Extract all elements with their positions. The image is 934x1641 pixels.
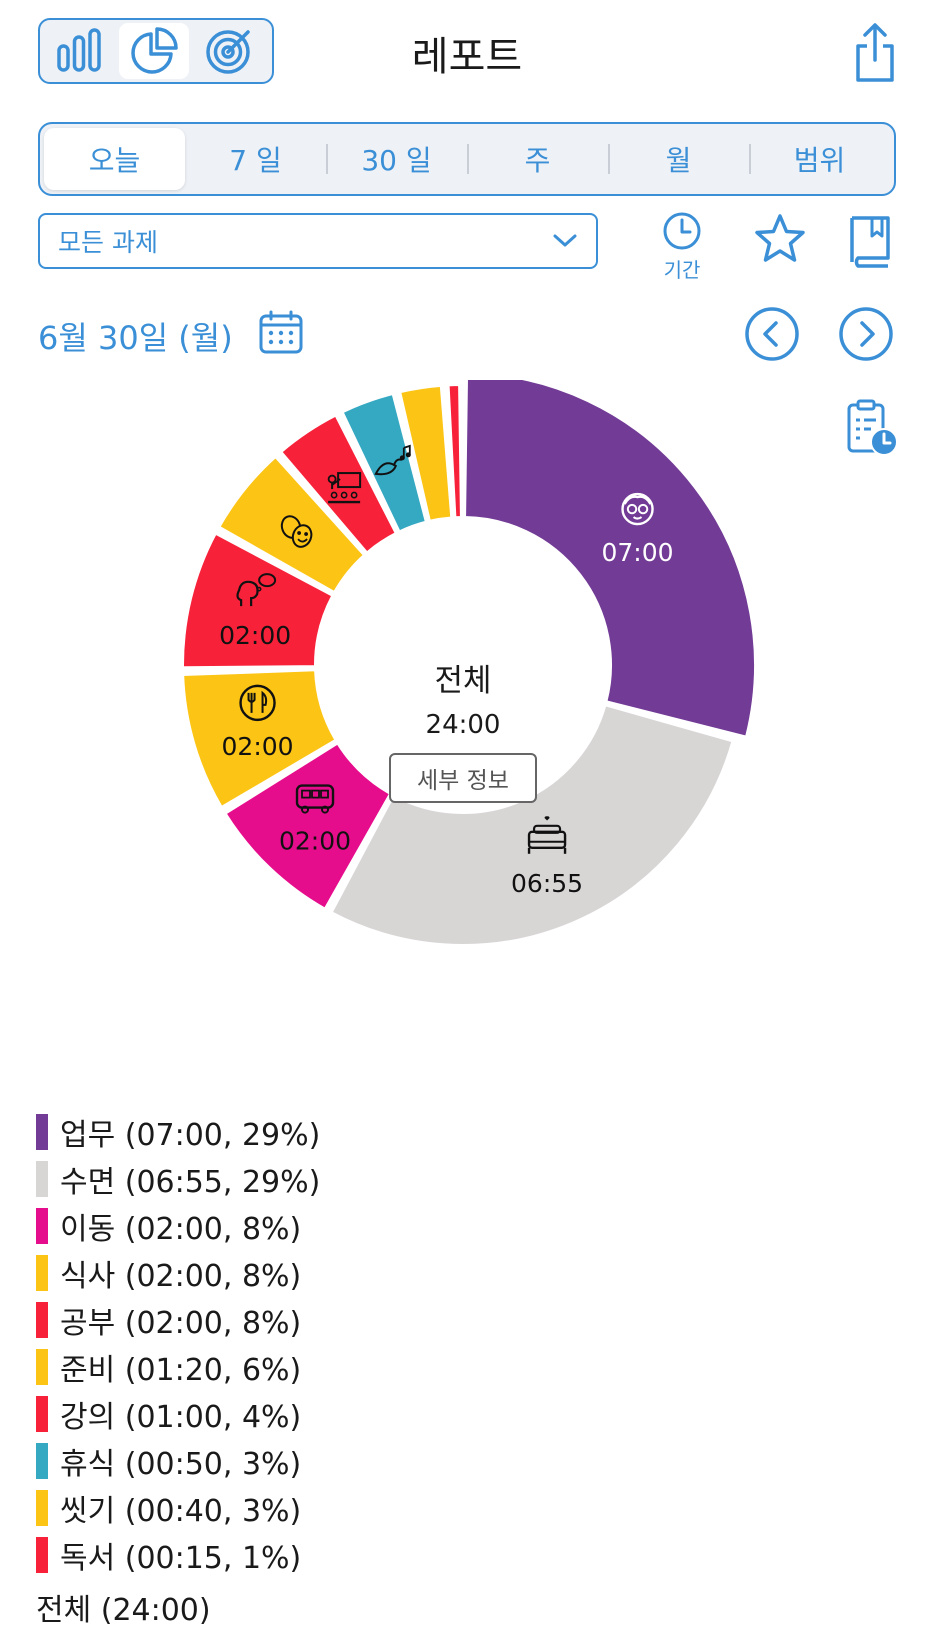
previous-day-button[interactable] — [744, 306, 800, 366]
bar-chart-icon — [57, 28, 102, 72]
legend-swatch — [36, 1536, 48, 1573]
legend-label: 강의 (01:00, 4%) — [60, 1399, 302, 1435]
donut-slice-label-0: 07:00 — [602, 538, 674, 567]
task-select-dropdown[interactable]: 모든 과제 — [38, 213, 598, 269]
donut-slice-5[interactable] — [218, 456, 365, 594]
period-30-days-tab[interactable]: 30 일 — [326, 128, 467, 190]
donut-slice-3[interactable] — [182, 669, 337, 808]
chart-legend: 업무 (07:00, 29%) 수면 (06:55, 29%) 이동 (02:00,… — [36, 1108, 320, 1578]
target-icon — [205, 30, 250, 74]
period-range-tab[interactable]: 범위 — [749, 128, 890, 190]
legend-label: 이동 (02:00, 8%) — [60, 1211, 302, 1247]
period-segmented-control: 오늘 7 일 30 일 주 월 범위 — [38, 122, 896, 196]
details-button[interactable]: 세부 정보 — [389, 753, 537, 803]
legend-item: 씻기 (00:40, 3%) — [36, 1484, 320, 1531]
time-report-button[interactable] — [845, 398, 901, 462]
legend-item: 강의 (01:00, 4%) — [36, 1390, 320, 1437]
donut-slice-1[interactable] — [330, 704, 734, 946]
legend-swatch — [36, 1301, 48, 1338]
legend-label: 독서 (00:15, 1%) — [60, 1540, 302, 1576]
donut-chart: 07:00 06:55 02:00 02:00 02:00 — [182, 380, 756, 946]
legend-swatch — [36, 1113, 48, 1150]
legend-swatch — [36, 1395, 48, 1432]
calendar-button[interactable] — [258, 310, 304, 360]
period-week-tab[interactable]: 주 — [467, 128, 608, 190]
legend-label: 업무 (07:00, 29%) — [60, 1117, 321, 1153]
period-today-tab[interactable]: 오늘 — [44, 128, 185, 190]
legend-item: 식사 (02:00, 8%) — [36, 1249, 320, 1296]
donut-slice-7[interactable] — [341, 392, 427, 533]
legend-item: 준비 (01:20, 6%) — [36, 1343, 320, 1390]
donut-slice-label-4: 02:00 — [219, 621, 291, 650]
legend-item: 수면 (06:55, 29%) — [36, 1155, 320, 1202]
legend-label: 수면 (06:55, 29%) — [60, 1164, 321, 1200]
page-title: 레포트 — [411, 34, 523, 80]
legend-swatch — [36, 1160, 48, 1197]
period-month-tab[interactable]: 월 — [608, 128, 749, 190]
donut-slice-8[interactable] — [399, 384, 453, 522]
favorite-button[interactable] — [752, 212, 808, 270]
book-icon — [850, 216, 890, 268]
next-day-button[interactable] — [838, 306, 894, 366]
legend-item: 독서 (00:15, 1%) — [36, 1531, 320, 1578]
legend-swatch — [36, 1348, 48, 1385]
period-button[interactable]: 기간 — [652, 210, 712, 283]
donut-slice-2[interactable] — [224, 742, 392, 910]
legend-label: 씻기 (00:40, 3%) — [60, 1493, 302, 1529]
legend-swatch — [36, 1489, 48, 1526]
period-7-days-tab[interactable]: 7 일 — [229, 144, 282, 177]
chevron-right-icon — [839, 307, 893, 361]
share-icon — [856, 23, 894, 82]
clipboard-clock-icon — [847, 399, 898, 456]
clock-icon — [663, 212, 701, 250]
share-button[interactable] — [850, 22, 900, 84]
task-select-value: 모든 과제 — [58, 228, 158, 257]
bar-chart-view-button[interactable] — [44, 23, 115, 79]
calendar-icon — [259, 310, 303, 354]
donut-slice-label-1: 06:55 — [511, 869, 583, 898]
bookmark-button[interactable] — [846, 212, 894, 274]
date-label[interactable]: 6월 30일 (월) — [38, 319, 233, 357]
legend-label: 준비 (01:20, 6%) — [60, 1352, 302, 1388]
legend-item: 휴식 (00:50, 3%) — [36, 1437, 320, 1484]
legend-swatch — [36, 1442, 48, 1479]
donut-center-title: 전체 — [434, 663, 492, 699]
legend-item: 공부 (02:00, 8%) — [36, 1296, 320, 1343]
donut-slice-label-3: 02:00 — [222, 732, 294, 761]
legend-item: 업무 (07:00, 29%) — [36, 1108, 320, 1155]
pie-chart-icon — [131, 27, 178, 74]
legend-label: 공부 (02:00, 8%) — [60, 1305, 302, 1341]
legend-swatch — [36, 1207, 48, 1244]
donut-center-total: 24:00 — [425, 710, 501, 740]
legend-total: 전체 (24:00) — [36, 1593, 211, 1628]
donut-slice-label-2: 02:00 — [279, 827, 351, 856]
legend-label: 식사 (02:00, 8%) — [60, 1258, 302, 1294]
goal-view-button[interactable] — [193, 23, 264, 79]
star-icon — [755, 214, 805, 262]
chevron-down-icon — [553, 234, 577, 247]
pie-chart-view-button[interactable] — [118, 23, 190, 79]
period-button-label: 기간 — [663, 258, 701, 282]
legend-item: 이동 (02:00, 8%) — [36, 1202, 320, 1249]
legend-swatch — [36, 1254, 48, 1291]
donut-slice-0[interactable] — [464, 380, 756, 738]
donut-slice-4[interactable] — [182, 532, 334, 669]
legend-label: 휴식 (00:50, 3%) — [60, 1446, 302, 1482]
donut-slice-9[interactable] — [447, 384, 462, 519]
chevron-left-icon — [745, 307, 799, 361]
view-switcher — [38, 18, 274, 84]
